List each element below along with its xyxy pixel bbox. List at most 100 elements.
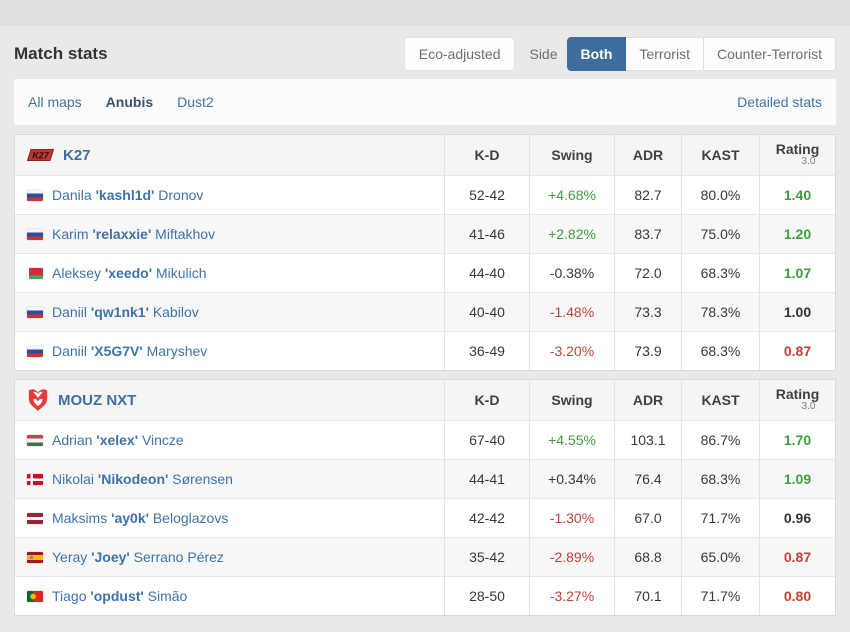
kast-cell: 65.0% bbox=[681, 538, 759, 576]
side-segmented-control: Both Terrorist Counter-Terrorist bbox=[566, 37, 836, 71]
mouz-nxt-logo-icon bbox=[27, 388, 49, 412]
player-first-name: Tiago bbox=[52, 588, 87, 604]
side-option-both[interactable]: Both bbox=[566, 37, 627, 71]
player-first-name: Adrian bbox=[52, 432, 93, 448]
page-title: Match stats bbox=[14, 44, 108, 63]
player-first-name: Nikolai bbox=[52, 471, 95, 487]
player-link[interactable]: Adrian 'xelex' Vincze bbox=[52, 432, 184, 448]
player-link[interactable]: Daniil 'X5G7V' Maryshev bbox=[52, 343, 207, 359]
column-header-rating: Rating 3.0 bbox=[759, 135, 835, 175]
player-nickname: 'qw1nk1' bbox=[90, 304, 149, 320]
player-row: Yeray 'Joey' Serrano Pérez 35-42 -2.89% … bbox=[15, 537, 835, 576]
player-link[interactable]: Maksims 'ay0k' Beloglazovs bbox=[52, 510, 228, 526]
column-header-rating: Rating 3.0 bbox=[759, 380, 835, 420]
column-header-kast: KAST bbox=[681, 135, 759, 175]
table-header-row: K27 K27 K-D Swing ADR KAST Rating 3.0 bbox=[15, 135, 835, 175]
player-last-name: Beloglazovs bbox=[152, 510, 229, 526]
kd-cell: 28-50 bbox=[444, 577, 529, 615]
player-row: Danila 'kashl1d' Dronov 52-42 +4.68% 82.… bbox=[15, 175, 835, 214]
player-nickname: 'xelex' bbox=[96, 432, 139, 448]
player-nickname: 'kashl1d' bbox=[95, 187, 155, 203]
player-cell: Nikolai 'Nikodeon' Sørensen bbox=[15, 460, 444, 498]
kast-cell: 80.0% bbox=[681, 176, 759, 214]
kast-cell: 68.3% bbox=[681, 460, 759, 498]
swing-cell: -0.38% bbox=[529, 254, 614, 292]
player-row: Nikolai 'Nikodeon' Sørensen 44-41 +0.34%… bbox=[15, 459, 835, 498]
player-row: Daniil 'qw1nk1' Kabilov 40-40 -1.48% 73.… bbox=[15, 292, 835, 331]
column-header-adr: ADR bbox=[614, 135, 681, 175]
map-link-dust2[interactable]: Dust2 bbox=[177, 94, 214, 110]
rating-cell: 1.09 bbox=[759, 460, 835, 498]
kd-cell: 52-42 bbox=[444, 176, 529, 214]
swing-cell: -2.89% bbox=[529, 538, 614, 576]
player-cell: Karim 'relaxxie' Miftakhov bbox=[15, 215, 444, 253]
rating-cell: 0.80 bbox=[759, 577, 835, 615]
swing-cell: +4.55% bbox=[529, 421, 614, 459]
player-first-name: Aleksey bbox=[52, 265, 102, 281]
kd-cell: 35-42 bbox=[444, 538, 529, 576]
k27-logo-icon: K27 bbox=[27, 148, 54, 162]
side-option-terrorist[interactable]: Terrorist bbox=[626, 37, 704, 71]
russia-flag-icon bbox=[27, 189, 43, 201]
player-cell: Danila 'kashl1d' Dronov bbox=[15, 176, 444, 214]
kd-cell: 67-40 bbox=[444, 421, 529, 459]
eco-adjusted-button[interactable]: Eco-adjusted bbox=[403, 37, 516, 71]
player-row: Adrian 'xelex' Vincze 67-40 +4.55% 103.1… bbox=[15, 420, 835, 459]
player-link[interactable]: Tiago 'opdust' Simão bbox=[52, 588, 187, 604]
rating-version-label: 3.0 bbox=[801, 156, 816, 168]
player-last-name: Vincze bbox=[141, 432, 184, 448]
hungary-flag-icon bbox=[27, 434, 43, 446]
player-cell: Aleksey 'xeedo' Mikulich bbox=[15, 254, 444, 292]
kd-cell: 36-49 bbox=[444, 332, 529, 370]
swing-cell: -1.48% bbox=[529, 293, 614, 331]
player-link[interactable]: Karim 'relaxxie' Miftakhov bbox=[52, 226, 215, 242]
stats-controls: Eco-adjusted Side Both Terrorist Counter… bbox=[403, 37, 836, 71]
player-last-name: Dronov bbox=[158, 187, 204, 203]
player-link[interactable]: Yeray 'Joey' Serrano Pérez bbox=[52, 549, 224, 565]
adr-cell: 67.0 bbox=[614, 499, 681, 537]
detailed-stats-link[interactable]: Detailed stats bbox=[737, 94, 822, 110]
side-option-counter-terrorist[interactable]: Counter-Terrorist bbox=[703, 37, 836, 71]
kd-cell: 42-42 bbox=[444, 499, 529, 537]
rating-cell: 1.40 bbox=[759, 176, 835, 214]
rating-cell: 1.20 bbox=[759, 215, 835, 253]
map-nav: All maps Anubis Dust2 Detailed stats bbox=[14, 79, 836, 125]
player-link[interactable]: Nikolai 'Nikodeon' Sørensen bbox=[52, 471, 233, 487]
player-link[interactable]: Danila 'kashl1d' Dronov bbox=[52, 187, 203, 203]
player-link[interactable]: Daniil 'qw1nk1' Kabilov bbox=[52, 304, 199, 320]
map-link-all-maps[interactable]: All maps bbox=[28, 94, 82, 110]
player-nickname: 'ay0k' bbox=[111, 510, 149, 526]
page-top-strip bbox=[0, 0, 850, 26]
kd-cell: 41-46 bbox=[444, 215, 529, 253]
column-header-kd: K-D bbox=[444, 380, 529, 420]
player-link[interactable]: Aleksey 'xeedo' Mikulich bbox=[52, 265, 207, 281]
kd-cell: 40-40 bbox=[444, 293, 529, 331]
player-last-name: Mikulich bbox=[155, 265, 207, 281]
team-name-link[interactable]: K27 bbox=[63, 146, 91, 164]
kast-cell: 68.3% bbox=[681, 254, 759, 292]
adr-cell: 83.7 bbox=[614, 215, 681, 253]
table-header-row: MOUZ NXT K-D Swing ADR KAST Rating 3.0 bbox=[15, 380, 835, 420]
russia-flag-icon bbox=[27, 345, 43, 357]
map-link-anubis[interactable]: Anubis bbox=[105, 94, 154, 110]
player-row: Maksims 'ay0k' Beloglazovs 42-42 -1.30% … bbox=[15, 498, 835, 537]
adr-cell: 103.1 bbox=[614, 421, 681, 459]
player-nickname: 'relaxxie' bbox=[92, 226, 152, 242]
player-nickname: 'xeedo' bbox=[104, 265, 153, 281]
spain-flag-icon bbox=[27, 551, 43, 563]
adr-cell: 70.1 bbox=[614, 577, 681, 615]
player-nickname: 'Joey' bbox=[91, 549, 130, 565]
match-stats-header: Match stats Eco-adjusted Side Both Terro… bbox=[14, 34, 836, 74]
swing-cell: -3.20% bbox=[529, 332, 614, 370]
player-last-name: Serrano Pérez bbox=[133, 549, 224, 565]
player-cell: Yeray 'Joey' Serrano Pérez bbox=[15, 538, 444, 576]
swing-cell: +4.68% bbox=[529, 176, 614, 214]
latvia-flag-icon bbox=[27, 512, 43, 524]
team-stats-table-k27: K27 K27 K-D Swing ADR KAST Rating 3.0 Da… bbox=[14, 134, 836, 371]
player-first-name: Daniil bbox=[52, 343, 88, 359]
rating-cell: 0.87 bbox=[759, 332, 835, 370]
svg-text:K27: K27 bbox=[32, 150, 50, 160]
team-name-link[interactable]: MOUZ NXT bbox=[58, 391, 137, 409]
player-first-name: Daniil bbox=[52, 304, 88, 320]
denmark-flag-icon bbox=[27, 473, 43, 485]
